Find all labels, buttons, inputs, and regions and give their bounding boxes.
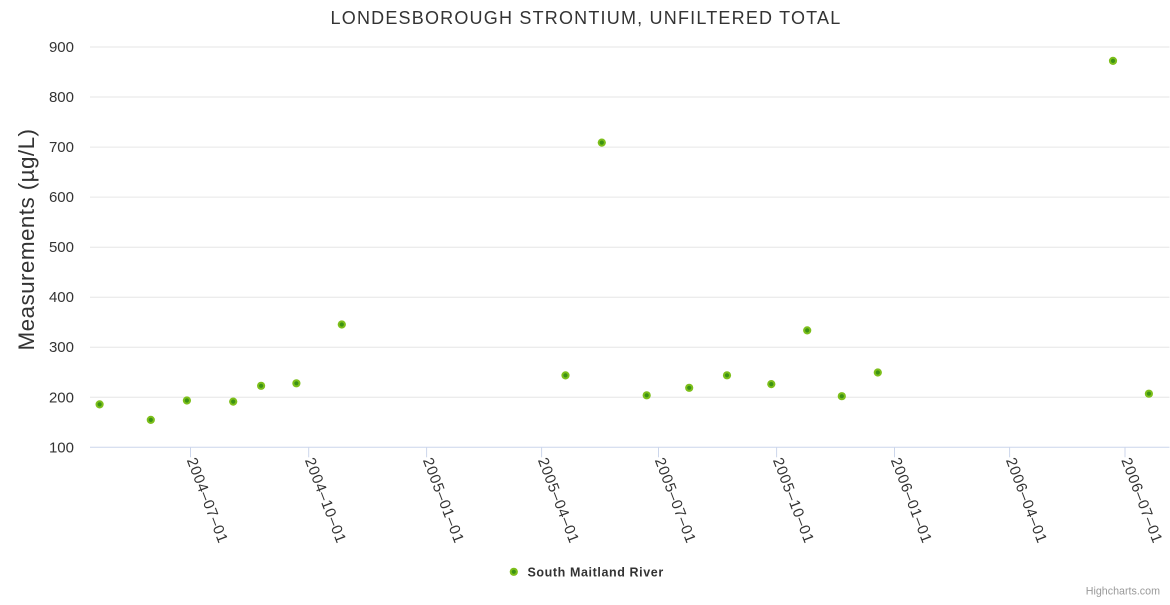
svg-text:700: 700 bbox=[49, 139, 74, 156]
svg-text:900: 900 bbox=[49, 39, 74, 56]
svg-text:300: 300 bbox=[49, 339, 74, 356]
svg-text:500: 500 bbox=[49, 239, 74, 256]
svg-text:LONDESBOROUGH STRONTIUM, UNFIL: LONDESBOROUGH STRONTIUM, UNFILTERED TOTA… bbox=[331, 8, 842, 28]
svg-text:600: 600 bbox=[49, 189, 74, 206]
svg-text:Measurements (µg/L): Measurements (µg/L) bbox=[14, 129, 39, 351]
svg-text:Highcharts.com: Highcharts.com bbox=[1086, 586, 1160, 598]
svg-text:400: 400 bbox=[49, 289, 74, 306]
svg-text:100: 100 bbox=[49, 439, 74, 456]
svg-text:200: 200 bbox=[49, 389, 74, 406]
svg-text:800: 800 bbox=[49, 89, 74, 106]
svg-text:South Maitland River: South Maitland River bbox=[528, 566, 664, 580]
